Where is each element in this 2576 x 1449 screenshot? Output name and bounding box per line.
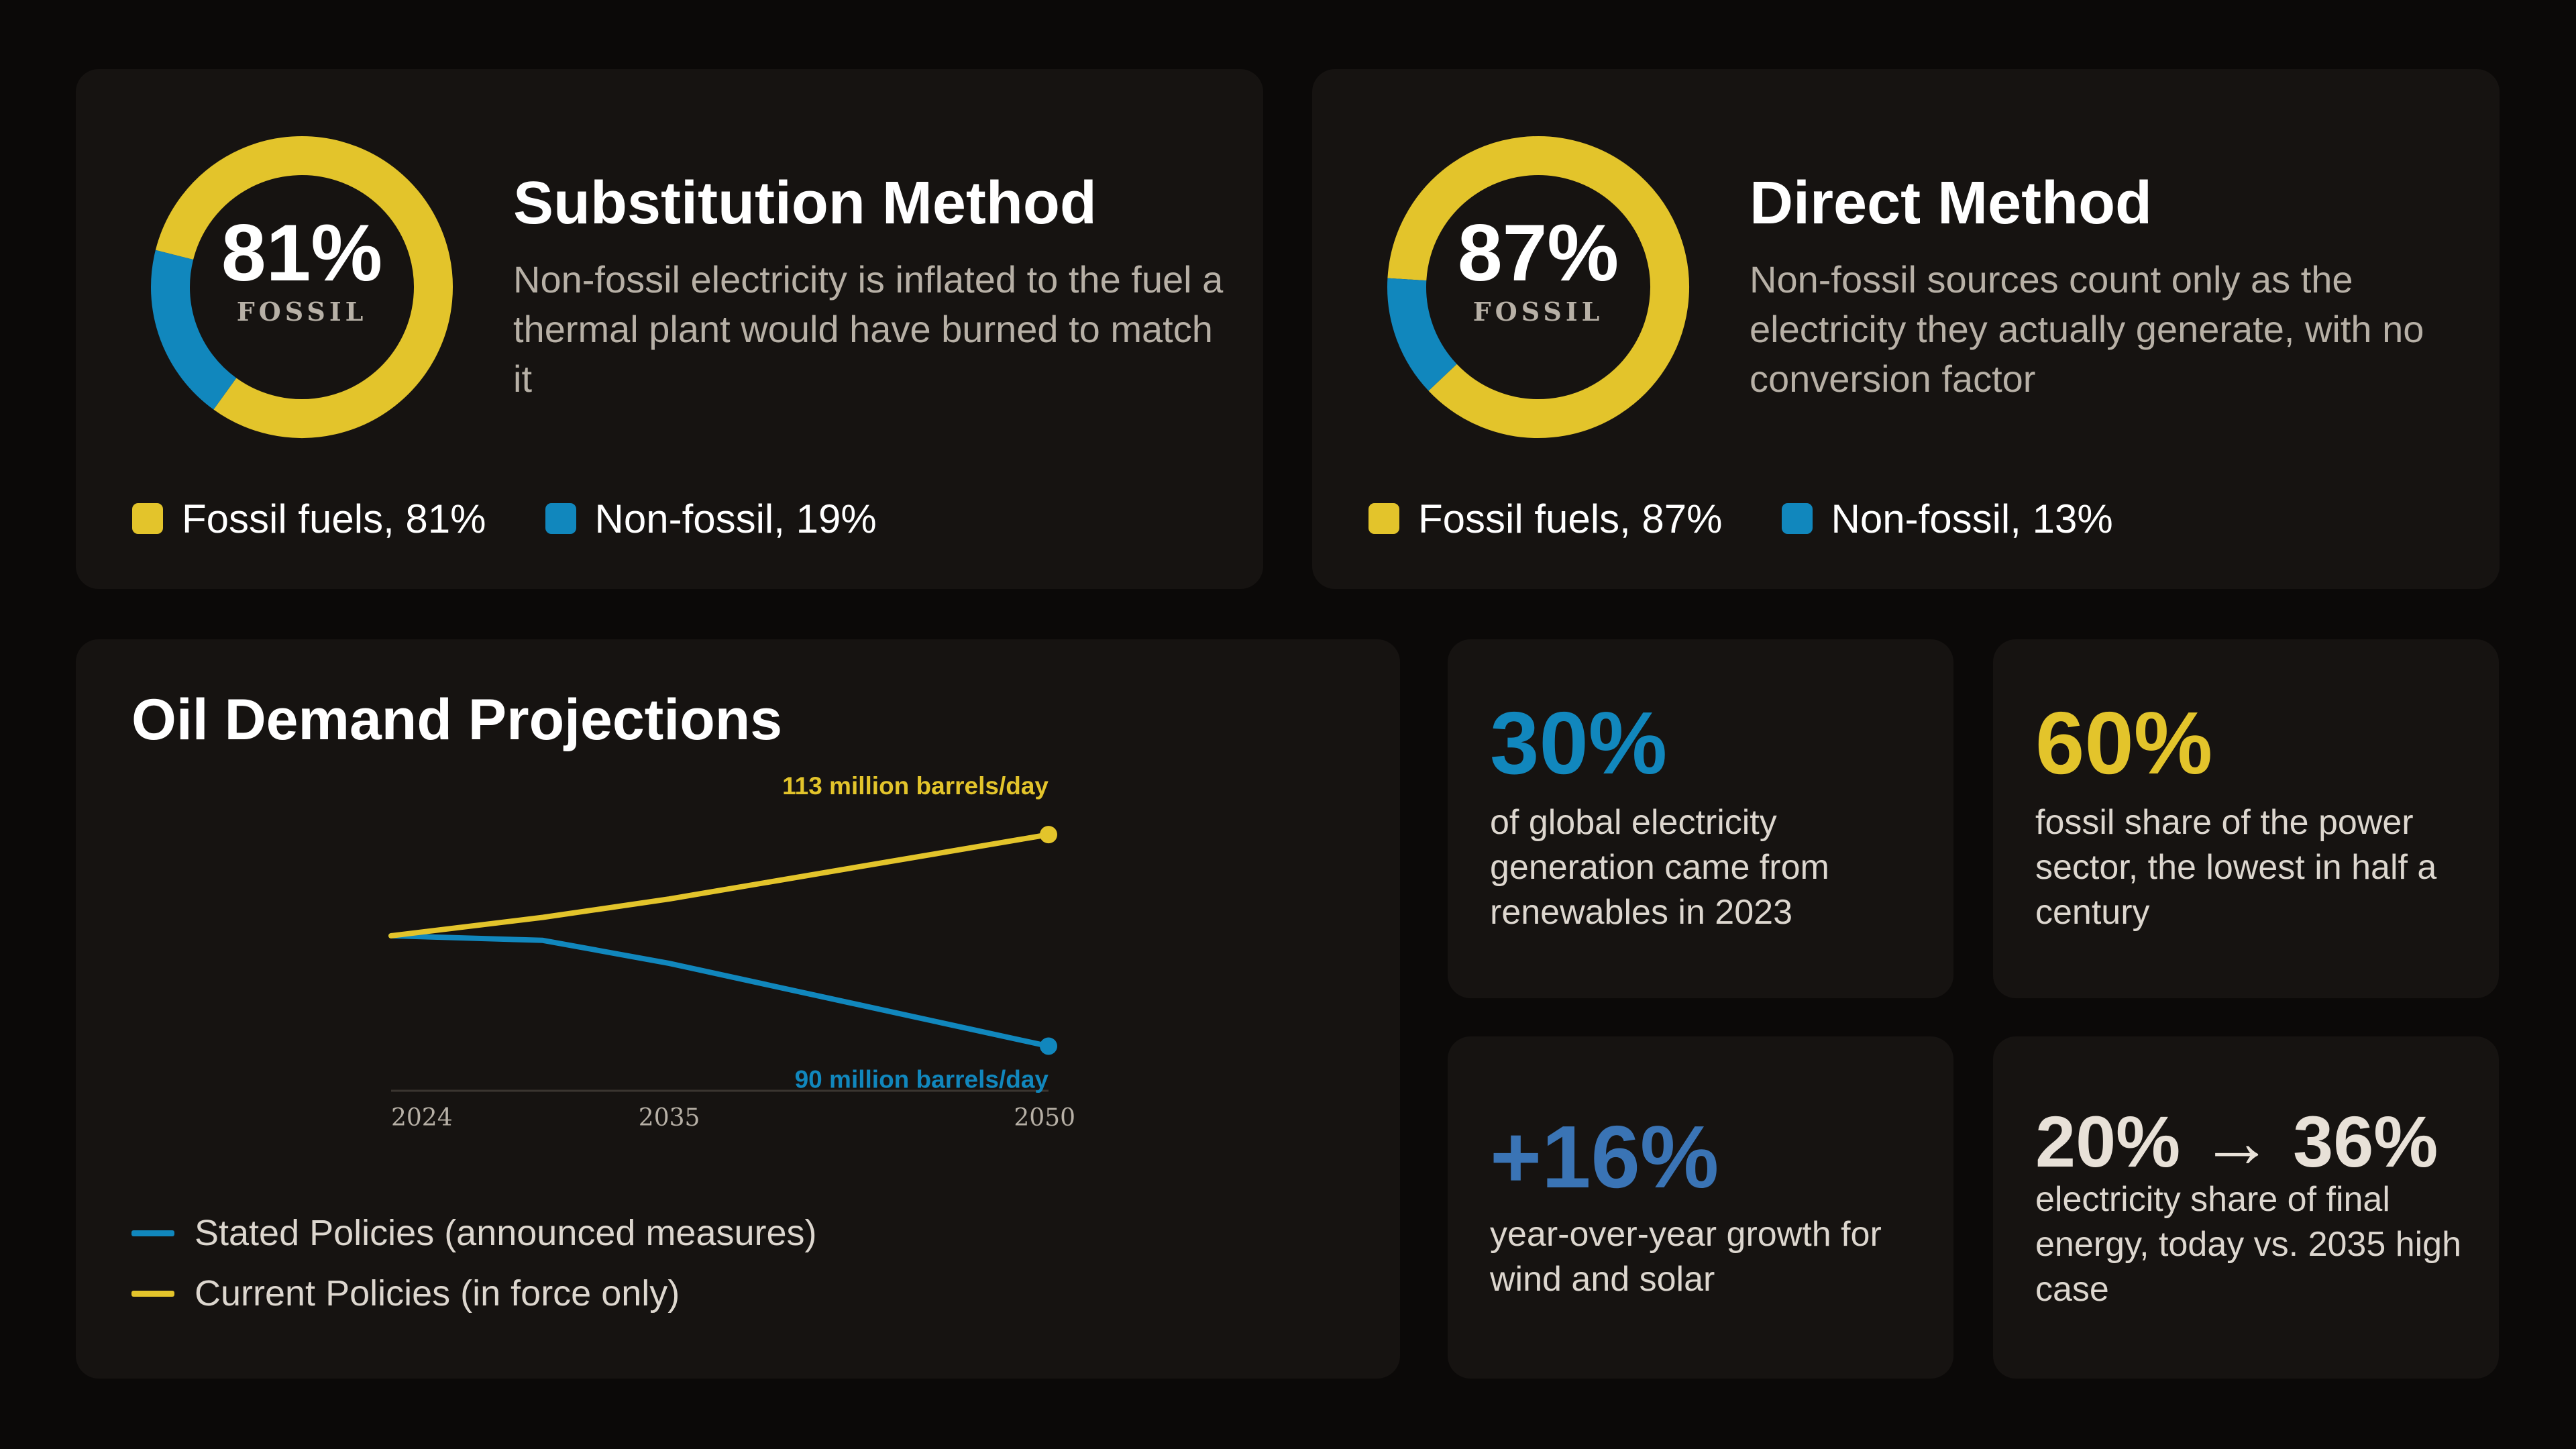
legend-item-current-policies: Current Policies (in force only) bbox=[131, 1263, 817, 1324]
chart-title: Oil Demand Projections bbox=[131, 688, 783, 752]
direct-method-card: 87% FOSSIL Direct Method Non-fossil sour… bbox=[1312, 69, 2500, 589]
stated-policies-swatch bbox=[131, 1230, 174, 1236]
legend-item-non-fossil: Non-fossil, 19% bbox=[545, 496, 877, 542]
donut-center-label: FOSSIL bbox=[236, 297, 368, 327]
stat-description: of global electricity generation came fr… bbox=[1490, 803, 1829, 932]
stat-card-renewables: 30% of global electricity generation cam… bbox=[1448, 639, 1953, 998]
stated-policies-end-label: 90 million barrels/day bbox=[795, 1065, 1049, 1093]
current-policies-swatch bbox=[131, 1290, 174, 1297]
oil-legend: Stated Policies (announced measures) Cur… bbox=[131, 1203, 817, 1324]
stat-value: 20% → 36% bbox=[2035, 1101, 2438, 1182]
stated-policies-line bbox=[388, 932, 1051, 1049]
stat-description: electricity share of final energy, today… bbox=[2035, 1180, 2462, 1309]
legend-label-non-fossil: Non-fossil, 13% bbox=[1831, 496, 2113, 541]
stat-value: 60% bbox=[2035, 694, 2213, 792]
legend-item-fossil: Fossil fuels, 81% bbox=[132, 496, 486, 542]
legend-item-stated-policies: Stated Policies (announced measures) bbox=[131, 1203, 817, 1263]
substitution-method-card: 81% FOSSIL Substitution Method Non-fossi… bbox=[76, 69, 1263, 589]
stat-card-fossil-share: 60% fossil share of the power sector, th… bbox=[1993, 639, 2499, 998]
stat-card-wind-solar-growth: +16% year-over-year growth for wind and … bbox=[1448, 1036, 1953, 1379]
substitution-donut-svg bbox=[151, 136, 453, 438]
fossil-segment bbox=[155, 136, 453, 438]
current-policies-end-label: 113 million barrels/day bbox=[782, 772, 1049, 800]
donut-center: 81% FOSSIL bbox=[148, 133, 455, 441]
donut-legend: Fossil fuels, 87% Non-fossil, 13% bbox=[1368, 485, 2172, 552]
legend-label-current-policies: Current Policies (in force only) bbox=[195, 1273, 680, 1313]
fossil-swatch bbox=[1368, 503, 1399, 534]
oil-demand-card: Oil Demand Projections 2024 2035 2050 90 mi… bbox=[76, 639, 1400, 1379]
legend-label-non-fossil: Non-fossil, 19% bbox=[594, 496, 877, 541]
method-title: Substitution Method bbox=[513, 170, 1097, 237]
legend-label-fossil: Fossil fuels, 81% bbox=[182, 496, 486, 541]
current-policies-end-point bbox=[1040, 826, 1057, 844]
fossil-swatch bbox=[132, 503, 163, 534]
non-fossil-segment bbox=[151, 250, 237, 410]
x-tick-label: 2050 bbox=[1014, 1104, 1075, 1132]
donut-center: 87% FOSSIL bbox=[1385, 133, 1692, 441]
stat-description: year-over-year growth for wind and solar bbox=[1490, 1215, 1882, 1299]
direct-donut-chart: 87% FOSSIL bbox=[1385, 133, 1692, 441]
non-fossil-segment bbox=[1387, 278, 1458, 391]
stat-value: 30% bbox=[1490, 694, 1668, 792]
stat-value: +16% bbox=[1490, 1108, 1719, 1206]
method-description: Non-fossil electricity is inflated to th… bbox=[513, 258, 1224, 400]
oil-demand-line-chart: 2024 2035 2050 90 million barrels/day 113 mi… bbox=[388, 772, 1075, 1132]
stat-card-electricity-share: 20% → 36% electricity share of final ene… bbox=[1993, 1036, 2499, 1379]
substitution-donut-chart: 81% FOSSIL bbox=[148, 133, 455, 441]
legend-label-stated-policies: Stated Policies (announced measures) bbox=[195, 1213, 817, 1253]
donut-percent: 81% bbox=[221, 208, 383, 298]
donut-percent: 87% bbox=[1457, 208, 1619, 298]
legend-label-fossil: Fossil fuels, 87% bbox=[1418, 496, 1723, 541]
non-fossil-swatch bbox=[1781, 503, 1813, 534]
stat-description: fossil share of the power sector, the lo… bbox=[2035, 803, 2437, 932]
x-tick-label: 2024 bbox=[391, 1104, 453, 1132]
legend-item-non-fossil: Non-fossil, 13% bbox=[1781, 496, 2113, 542]
x-tick-label: 2035 bbox=[639, 1104, 700, 1132]
legend-item-fossil: Fossil fuels, 87% bbox=[1368, 496, 1723, 542]
donut-center-label: FOSSIL bbox=[1472, 297, 1604, 327]
non-fossil-swatch bbox=[545, 503, 576, 534]
current-policies-line bbox=[388, 832, 1051, 938]
fossil-segment bbox=[1387, 136, 1689, 438]
donut-legend: Fossil fuels, 81% Non-fossil, 19% bbox=[132, 485, 936, 552]
method-description: Non-fossil sources count only as the ele… bbox=[1750, 258, 2424, 400]
method-title: Direct Method bbox=[1750, 170, 2153, 237]
direct-donut-svg bbox=[1387, 136, 1689, 438]
stated-policies-end-point bbox=[1040, 1037, 1057, 1055]
